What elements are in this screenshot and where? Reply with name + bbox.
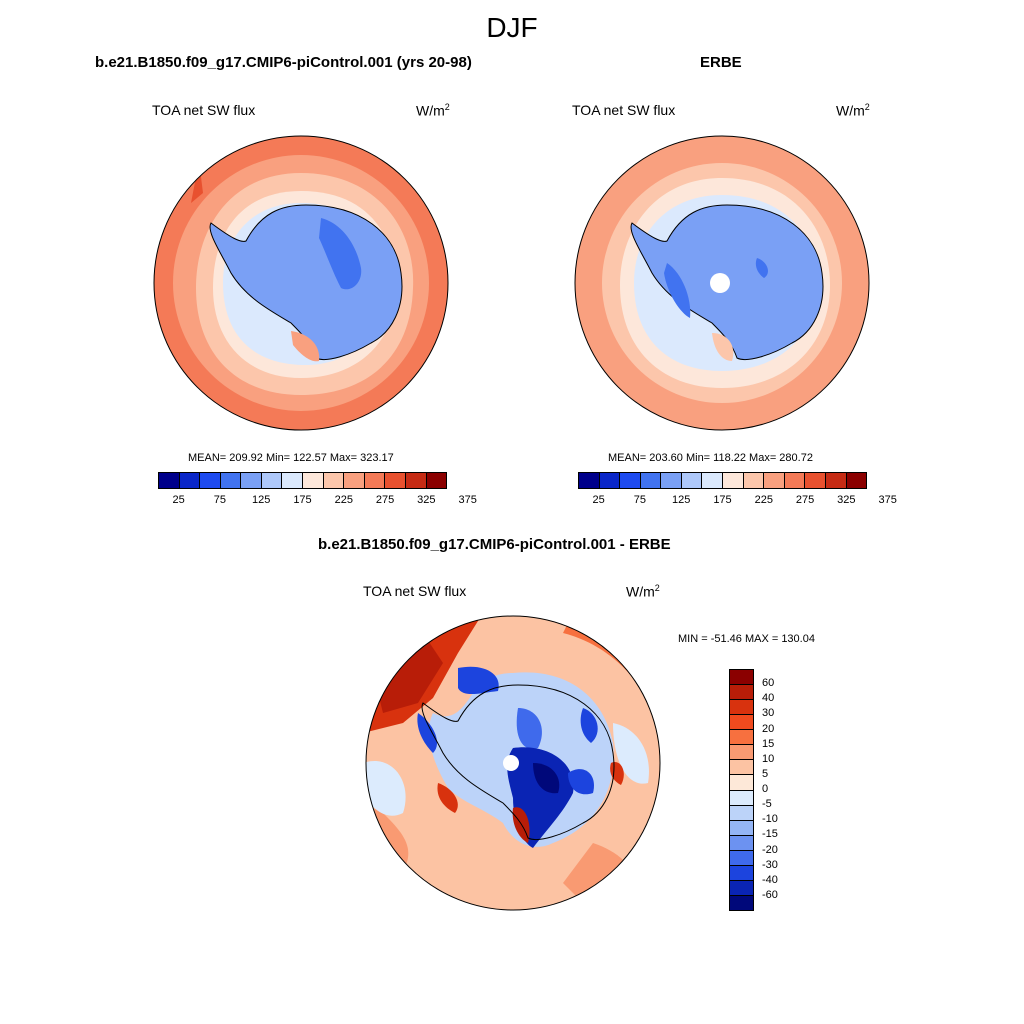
colorbar-swatch — [730, 760, 753, 776]
colorbar-tick-label: 25 — [592, 494, 605, 506]
obs-stats-label: MEAN= 203.60 Min= 118.22 Max= 280.72 — [608, 452, 813, 464]
colorbar-swatch — [159, 473, 180, 488]
colorbar-tick-label: 75 — [633, 494, 647, 506]
colorbar-swatch — [730, 865, 753, 881]
colorbar-swatch — [805, 473, 826, 488]
colorbar-swatch — [426, 473, 447, 488]
model-polar-map — [153, 135, 449, 431]
colorbar-tick-label: 5 — [762, 767, 769, 780]
colorbar-swatch — [261, 473, 283, 488]
colorbar-swatch — [730, 685, 753, 701]
obs-panel-title: ERBE — [700, 54, 742, 71]
colorbar-tick-label: 325 — [837, 494, 856, 506]
colorbar-swatch — [825, 473, 847, 488]
colorbar-tick-label: 20 — [762, 722, 775, 735]
colorbar-tick-label: 225 — [754, 494, 773, 506]
colorbar-swatch — [620, 473, 641, 488]
colorbar-tick-label: 225 — [334, 494, 353, 506]
colorbar-swatch — [730, 775, 753, 791]
colorbar-tick-label: 15 — [762, 737, 775, 750]
colorbar-tick-label: -10 — [762, 813, 778, 826]
colorbar-swatch — [579, 473, 600, 488]
obs-units-label: W/m2 — [836, 102, 870, 119]
colorbar-tick-label: -20 — [762, 843, 778, 856]
colorbar-swatch — [730, 790, 753, 806]
colorbar-tick-label: 60 — [762, 677, 775, 690]
colorbar-swatch — [344, 473, 365, 488]
colorbar-swatch — [405, 473, 427, 488]
colorbar-swatch — [385, 473, 406, 488]
colorbar-swatch — [846, 473, 867, 488]
colorbar-swatch — [743, 473, 765, 488]
colorbar-tick-label: -30 — [762, 858, 778, 871]
colorbar-tick-label: 275 — [795, 494, 815, 506]
colorbar-tick-label: 30 — [762, 707, 775, 720]
colorbar-swatch — [730, 805, 753, 821]
colorbar-swatch — [702, 473, 724, 488]
colorbar-swatch — [220, 473, 242, 488]
obs-polar-map — [574, 135, 870, 431]
colorbar-swatch — [661, 473, 682, 488]
colorbar-swatch — [730, 745, 753, 761]
colorbar-swatch — [730, 820, 753, 836]
colorbar-swatch — [241, 473, 262, 488]
model-panel-title: b.e21.B1850.f09_g17.CMIP6-piControl.001 … — [95, 54, 472, 71]
colorbar-swatch — [730, 850, 753, 866]
colorbar-tick-label: 175 — [293, 494, 312, 506]
colorbar-tick-label: 375 — [878, 494, 897, 506]
colorbar-swatch — [323, 473, 345, 488]
colorbar-swatch — [640, 473, 662, 488]
colorbar-swatch — [730, 835, 753, 851]
model-stats-label: MEAN= 209.92 Min= 122.57 Max= 323.17 — [188, 452, 394, 464]
colorbar-swatch — [179, 473, 201, 488]
colorbar-swatch — [730, 730, 753, 746]
colorbar-swatch — [730, 880, 753, 896]
colorbar-tick-label: -5 — [762, 798, 772, 811]
model-units-label: W/m2 — [416, 102, 450, 119]
colorbar-swatch — [723, 473, 744, 488]
colorbar-tick-label: 125 — [252, 494, 271, 506]
colorbar-swatch — [764, 473, 785, 488]
colorbar-tick-label: 175 — [713, 494, 732, 506]
colorbar-swatch — [303, 473, 324, 488]
diff-colorbar — [729, 669, 754, 911]
colorbar-swatch — [784, 473, 806, 488]
diff-panel-title: b.e21.B1850.f09_g17.CMIP6-piControl.001 … — [318, 536, 671, 553]
colorbar-swatch — [200, 473, 221, 488]
colorbar-swatch — [681, 473, 703, 488]
colorbar-tick-label: 275 — [375, 494, 395, 506]
colorbar-tick-label: 40 — [762, 692, 775, 705]
colorbar-tick-label: 125 — [672, 494, 691, 506]
model-colorbar — [158, 472, 447, 489]
colorbar-tick-label: 75 — [213, 494, 227, 506]
colorbar-swatch — [730, 895, 753, 910]
diff-polar-map — [365, 615, 661, 911]
figure-title: DJF — [486, 12, 538, 43]
diff-minmax-label: MIN = -51.46 MAX = 130.04 — [678, 633, 815, 645]
colorbar-tick-label: 25 — [172, 494, 185, 506]
colorbar-tick-label: 325 — [417, 494, 436, 506]
colorbar-tick-label: 375 — [458, 494, 477, 506]
colorbar-swatch — [282, 473, 304, 488]
colorbar-swatch — [364, 473, 386, 488]
colorbar-tick-label: 10 — [762, 752, 775, 765]
diff-units-label: W/m2 — [626, 583, 660, 600]
colorbar-swatch — [599, 473, 621, 488]
colorbar-swatch — [730, 700, 753, 716]
obs-colorbar — [578, 472, 867, 489]
colorbar-tick-label: -15 — [762, 828, 778, 841]
colorbar-swatch — [730, 715, 753, 731]
diff-variable-label: TOA net SW flux — [363, 583, 467, 599]
colorbar-tick-label: -60 — [762, 888, 778, 901]
colorbar-tick-label: 0 — [762, 783, 769, 795]
model-variable-label: TOA net SW flux — [152, 102, 256, 118]
colorbar-tick-label: -40 — [762, 873, 778, 886]
obs-variable-label: TOA net SW flux — [572, 102, 676, 118]
colorbar-swatch — [730, 670, 753, 686]
